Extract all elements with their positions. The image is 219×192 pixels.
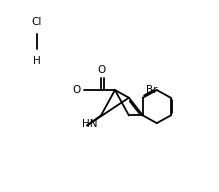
Text: O: O — [97, 65, 105, 75]
Text: Cl: Cl — [32, 17, 42, 27]
Text: H: H — [33, 56, 41, 66]
Text: HN: HN — [82, 118, 98, 128]
Text: O: O — [73, 85, 81, 95]
Text: Br: Br — [146, 85, 157, 95]
